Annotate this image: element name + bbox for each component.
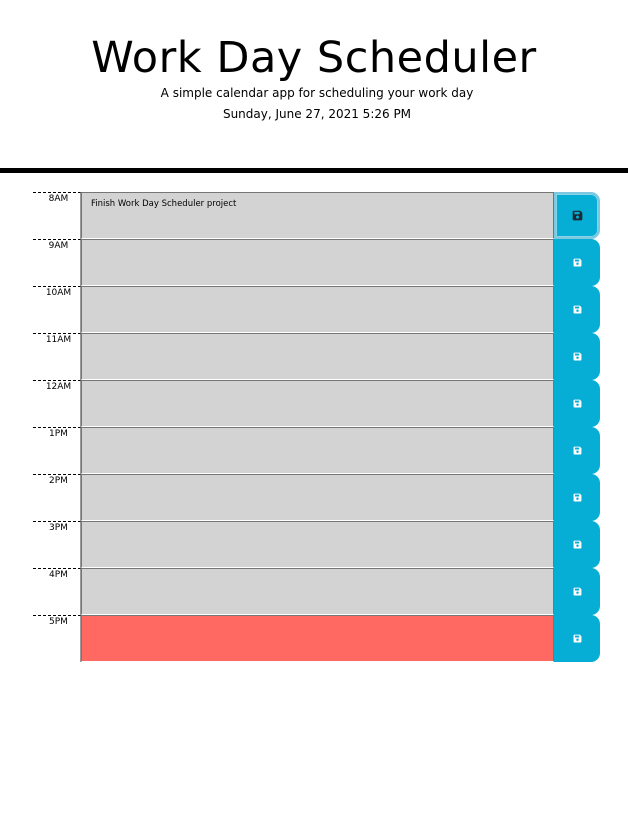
timeblock-row: 8AM Finish Work Day Scheduler project: [33, 192, 600, 239]
hour-label: 5PM: [33, 615, 81, 662]
event-description-input[interactable]: [81, 380, 554, 427]
header: Work Day Scheduler A simple calendar app…: [0, 0, 628, 168]
timeblock-row: 1PM: [33, 427, 600, 474]
page-title: Work Day Scheduler: [91, 33, 537, 83]
save-button[interactable]: [554, 380, 600, 427]
save-button[interactable]: [554, 521, 600, 568]
floppy-disk-icon: [573, 540, 581, 549]
event-description-input[interactable]: Finish Work Day Scheduler project: [81, 192, 554, 239]
timeblock-row: 11AM: [33, 333, 600, 380]
hour-label: 10AM: [33, 286, 81, 333]
save-button[interactable]: [554, 615, 600, 662]
hour-label: 4PM: [33, 568, 81, 615]
save-button[interactable]: [554, 568, 600, 615]
timeblock-row: 4PM: [33, 568, 600, 615]
event-description-input[interactable]: [81, 615, 554, 662]
floppy-disk-icon: [573, 493, 581, 502]
timeblock-row: 5PM: [33, 615, 600, 662]
floppy-disk-icon: [573, 258, 581, 267]
event-description-input[interactable]: [81, 474, 554, 521]
save-button[interactable]: [554, 333, 600, 380]
hour-label: 3PM: [33, 521, 81, 568]
event-description-input[interactable]: [81, 286, 554, 333]
timeblock-row: 2PM: [33, 474, 600, 521]
event-description-input[interactable]: [81, 333, 554, 380]
timeblock-row: 9AM: [33, 239, 600, 286]
save-button[interactable]: [554, 427, 600, 474]
floppy-disk-icon: [573, 634, 581, 643]
save-button[interactable]: [554, 239, 600, 286]
hour-label: 2PM: [33, 474, 81, 521]
current-day: Sunday, June 27, 2021 5:26 PM: [222, 107, 412, 121]
event-description-input[interactable]: [81, 521, 554, 568]
event-description-input[interactable]: [81, 568, 554, 615]
floppy-disk-icon: [573, 399, 581, 408]
header-divider: [0, 168, 628, 173]
floppy-disk-icon: [573, 305, 581, 314]
hour-label: 11AM: [33, 333, 81, 380]
event-description-input[interactable]: [81, 427, 554, 474]
timeblock-row: 12AM: [33, 380, 600, 427]
floppy-disk-icon: [573, 587, 581, 596]
floppy-disk-icon: [573, 352, 581, 361]
hour-label: 12AM: [33, 380, 81, 427]
event-description-input[interactable]: [81, 239, 554, 286]
floppy-disk-icon: [572, 210, 582, 221]
hour-label: 8AM: [33, 192, 81, 239]
hour-label: 1PM: [33, 427, 81, 474]
page-subtitle: A simple calendar app for scheduling you…: [160, 86, 474, 100]
hour-label: 9AM: [33, 239, 81, 286]
save-button[interactable]: [554, 474, 600, 521]
timeblock-row: 3PM: [33, 521, 600, 568]
floppy-disk-icon: [573, 446, 581, 455]
timeblock-list: 8AM Finish Work Day Scheduler project 9AM 1…: [33, 192, 600, 662]
timeblock-row: 10AM: [33, 286, 600, 333]
save-button[interactable]: [554, 192, 600, 239]
save-button[interactable]: [554, 286, 600, 333]
